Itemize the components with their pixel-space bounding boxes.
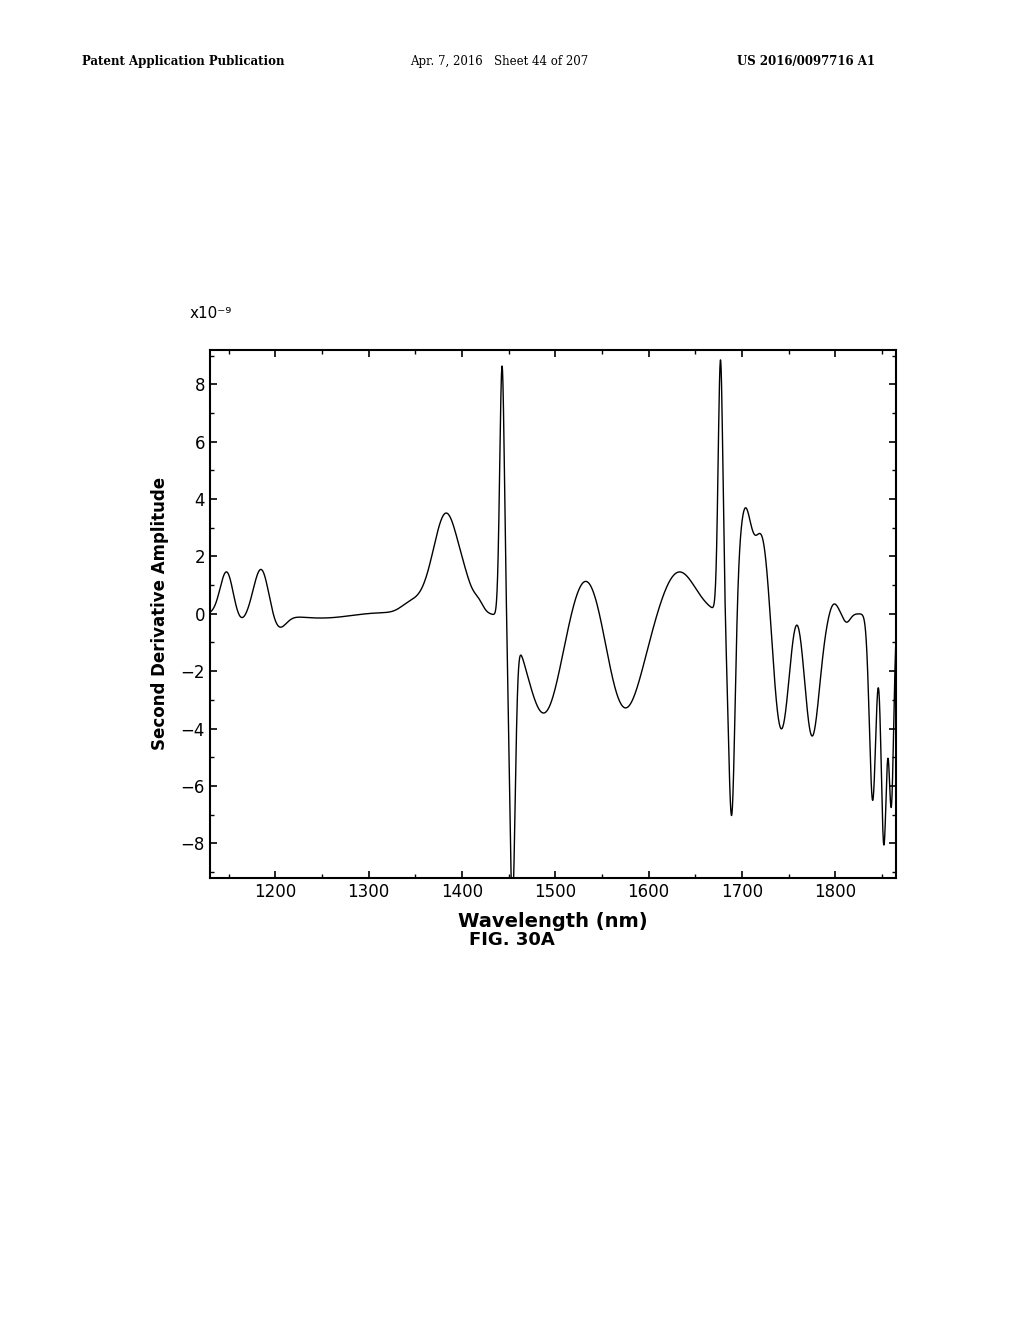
Y-axis label: Second Derivative Amplitude: Second Derivative Amplitude — [152, 478, 169, 750]
Text: US 2016/0097716 A1: US 2016/0097716 A1 — [737, 55, 876, 69]
X-axis label: Wavelength (nm): Wavelength (nm) — [458, 912, 648, 931]
Text: x10⁻⁹: x10⁻⁹ — [189, 306, 231, 321]
Text: Patent Application Publication: Patent Application Publication — [82, 55, 285, 69]
Text: Apr. 7, 2016   Sheet 44 of 207: Apr. 7, 2016 Sheet 44 of 207 — [410, 55, 588, 69]
Text: FIG. 30A: FIG. 30A — [469, 931, 555, 949]
